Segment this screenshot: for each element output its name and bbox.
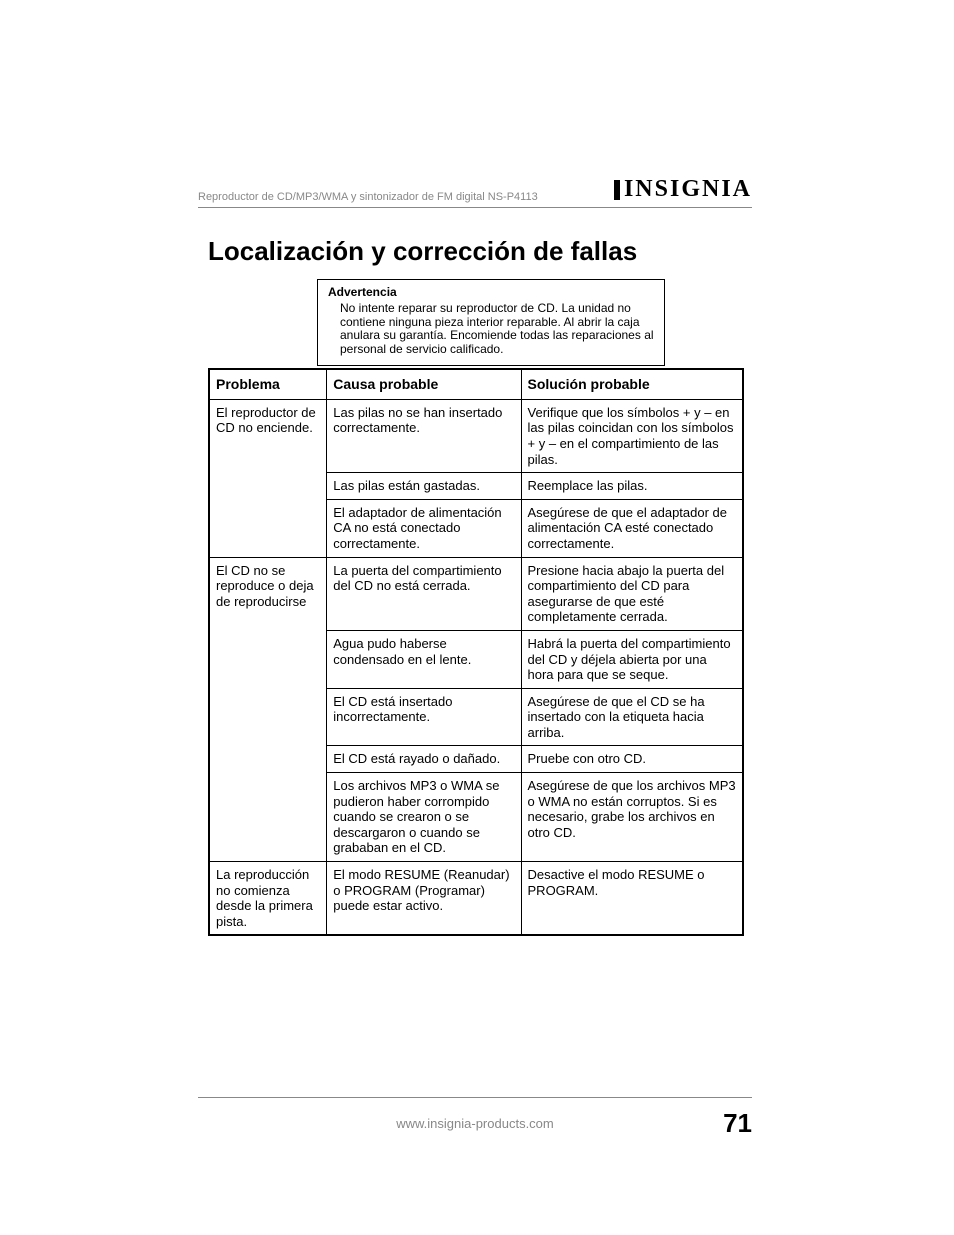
warning-text: No intente reparar su reproductor de CD.… bbox=[328, 302, 654, 357]
cell-cause: Las pilas no se han insertado correctame… bbox=[327, 399, 521, 472]
col-header-causa: Causa probable bbox=[327, 369, 521, 399]
cell-cause: Agua pudo haberse condensado en el lente… bbox=[327, 630, 521, 688]
warning-label: Advertencia bbox=[328, 286, 654, 300]
cell-cause: Las pilas están gastadas. bbox=[327, 473, 521, 500]
col-header-solucion: Solución probable bbox=[521, 369, 743, 399]
cell-problem: El CD no se reproduce o deja de reproduc… bbox=[209, 557, 327, 862]
table-row: El reproductor de CD no enciende. Las pi… bbox=[209, 399, 743, 472]
cell-solution: Asegúrese de que el CD se ha insertado c… bbox=[521, 688, 743, 746]
brand-logo: INSIGNIA bbox=[614, 176, 752, 203]
table-row: La reproducción no comienza desde la pri… bbox=[209, 862, 743, 936]
table-body: El reproductor de CD no enciende. Las pi… bbox=[209, 399, 743, 935]
cell-cause: El CD está insertado incorrectamente. bbox=[327, 688, 521, 746]
page-header: Reproductor de CD/MP3/WMA y sintonizador… bbox=[198, 176, 752, 208]
footer-url: www.insignia-products.com bbox=[238, 1116, 712, 1131]
table-row: El CD no se reproduce o deja de reproduc… bbox=[209, 557, 743, 630]
cell-solution: Asegúrese de que el adaptador de aliment… bbox=[521, 499, 743, 557]
cell-solution: Desactive el modo RESUME o PROGRAM. bbox=[521, 862, 743, 936]
header-doc-title: Reproductor de CD/MP3/WMA y sintonizador… bbox=[198, 191, 538, 203]
footer-page-number: 71 bbox=[712, 1108, 752, 1139]
page-footer: www.insignia-products.com 71 bbox=[198, 1097, 752, 1139]
page-title: Localización y corrección de fallas bbox=[208, 236, 637, 267]
brand-text: INSIGNIA bbox=[624, 176, 752, 203]
cell-solution: Presione hacia abajo la puerta del compa… bbox=[521, 557, 743, 630]
cell-cause: El adaptador de alimentación CA no está … bbox=[327, 499, 521, 557]
table-header-row: Problema Causa probable Solución probabl… bbox=[209, 369, 743, 399]
cell-solution: Habrá la puerta del compartimiento del C… bbox=[521, 630, 743, 688]
cell-problem: El reproductor de CD no enciende. bbox=[209, 399, 327, 557]
cell-solution: Reemplace las pilas. bbox=[521, 473, 743, 500]
cell-solution: Verifique que los símbolos + y – en las … bbox=[521, 399, 743, 472]
cell-cause: La puerta del compartimiento del CD no e… bbox=[327, 557, 521, 630]
troubleshooting-table: Problema Causa probable Solución probabl… bbox=[208, 368, 744, 936]
brand-divider-icon bbox=[614, 180, 620, 200]
warning-box: Advertencia No intente reparar su reprod… bbox=[317, 279, 665, 366]
cell-solution: Pruebe con otro CD. bbox=[521, 746, 743, 773]
table-header: Problema Causa probable Solución probabl… bbox=[209, 369, 743, 399]
col-header-problema: Problema bbox=[209, 369, 327, 399]
cell-cause: Los archivos MP3 o WMA se pudieron haber… bbox=[327, 773, 521, 862]
cell-cause: El CD está rayado o dañado. bbox=[327, 746, 521, 773]
cell-solution: Asegúrese de que los archivos MP3 o WMA … bbox=[521, 773, 743, 862]
cell-problem: La reproducción no comienza desde la pri… bbox=[209, 862, 327, 936]
page: Reproductor de CD/MP3/WMA y sintonizador… bbox=[0, 0, 954, 1235]
cell-cause: El modo RESUME (Reanudar) o PROGRAM (Pro… bbox=[327, 862, 521, 936]
